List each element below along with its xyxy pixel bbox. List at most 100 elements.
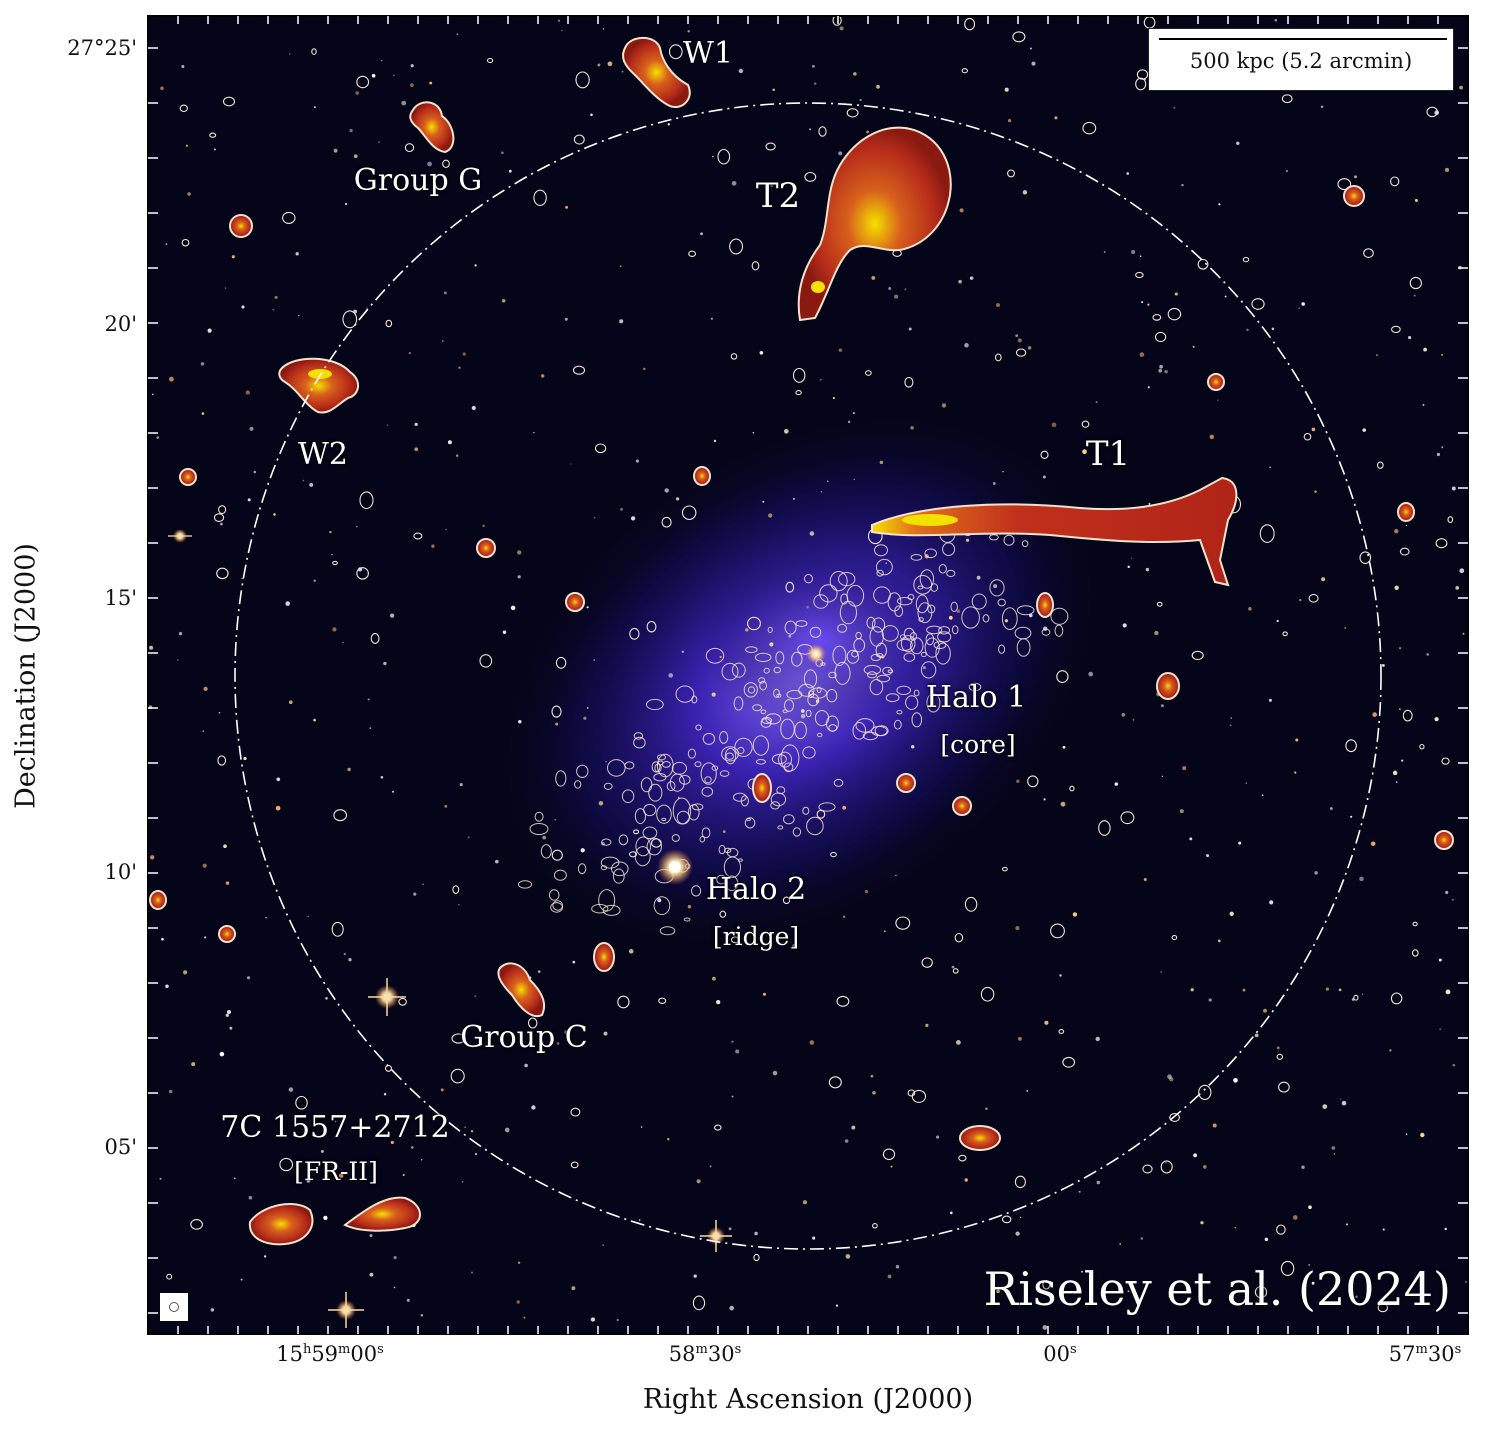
background-galaxy bbox=[1392, 770, 1398, 776]
background-galaxy bbox=[1114, 782, 1119, 786]
contour-ring bbox=[681, 505, 697, 520]
background-galaxy bbox=[169, 376, 174, 382]
contour-ring bbox=[730, 353, 738, 360]
background-galaxy bbox=[716, 999, 721, 1005]
label-halo2-sub: [ridge] bbox=[712, 922, 800, 951]
background-galaxy bbox=[619, 265, 622, 268]
background-galaxy bbox=[844, 1139, 849, 1143]
background-galaxy bbox=[501, 151, 504, 155]
background-galaxy bbox=[700, 232, 704, 236]
background-galaxy bbox=[640, 1126, 643, 1128]
background-galaxy bbox=[1308, 1205, 1312, 1210]
halo-contour bbox=[598, 889, 616, 912]
background-galaxy bbox=[1245, 782, 1247, 784]
halo-contour bbox=[775, 651, 785, 665]
contour-ring bbox=[356, 75, 370, 89]
background-galaxy bbox=[380, 775, 384, 779]
contour-ring bbox=[816, 809, 826, 819]
contour-ring bbox=[1135, 271, 1144, 279]
background-galaxy bbox=[181, 65, 185, 68]
contour-ring bbox=[1050, 923, 1065, 939]
background-galaxy bbox=[447, 440, 452, 445]
contour-ring bbox=[646, 620, 657, 633]
contour-ring bbox=[1156, 601, 1163, 607]
halo-contour bbox=[671, 761, 688, 775]
background-galaxy bbox=[1182, 766, 1187, 771]
x-axis-title: Right Ascension (J2000) bbox=[642, 1384, 974, 1415]
contour-ring bbox=[1282, 631, 1288, 637]
halo-contour bbox=[691, 695, 698, 704]
background-galaxy bbox=[711, 692, 716, 697]
x-tick-label: 00s bbox=[1043, 1342, 1077, 1366]
contour-ring bbox=[1441, 757, 1450, 765]
halo-contour bbox=[548, 889, 560, 901]
t1-tail bbox=[871, 476, 1238, 587]
background-galaxy bbox=[996, 1289, 1000, 1294]
background-galaxy bbox=[1329, 807, 1333, 810]
label-w1: W1 bbox=[683, 36, 733, 71]
contour-ring bbox=[1276, 1224, 1286, 1235]
background-galaxy bbox=[1179, 809, 1184, 814]
background-galaxy bbox=[225, 881, 230, 885]
background-galaxy bbox=[331, 553, 333, 556]
background-galaxy bbox=[593, 517, 596, 519]
background-galaxy bbox=[1130, 557, 1133, 560]
contour-ring bbox=[1120, 811, 1135, 825]
halo-contour bbox=[776, 693, 782, 698]
background-galaxy bbox=[1261, 794, 1264, 796]
background-galaxy bbox=[806, 606, 809, 609]
background-galaxy bbox=[667, 123, 670, 126]
contour-ring bbox=[575, 71, 590, 89]
background-galaxy bbox=[964, 343, 969, 348]
contour-ring bbox=[222, 96, 236, 107]
background-galaxy bbox=[887, 1274, 892, 1279]
halo-contour bbox=[802, 806, 810, 815]
contour-ring bbox=[1001, 1215, 1012, 1224]
background-galaxy bbox=[456, 33, 458, 35]
halo-contour bbox=[621, 789, 635, 804]
contour-ring bbox=[1191, 650, 1204, 661]
background-galaxy bbox=[1081, 1270, 1083, 1273]
background-galaxy bbox=[378, 141, 380, 143]
contour-ring bbox=[527, 1017, 538, 1029]
background-galaxy bbox=[1140, 1237, 1143, 1240]
background-galaxy bbox=[383, 661, 387, 666]
background-galaxy bbox=[471, 405, 476, 411]
background-galaxy bbox=[371, 73, 376, 78]
contour-ring bbox=[658, 997, 667, 1004]
background-galaxy bbox=[1445, 890, 1449, 895]
background-galaxy bbox=[713, 439, 717, 443]
contour-ring bbox=[1426, 106, 1438, 118]
background-galaxy bbox=[393, 1286, 396, 1289]
halo-contour bbox=[624, 761, 635, 770]
contour-ring bbox=[1411, 949, 1419, 957]
background-galaxy bbox=[442, 340, 444, 342]
background-galaxy bbox=[996, 303, 1000, 308]
contour-ring bbox=[964, 17, 976, 31]
halo-contour bbox=[910, 554, 923, 561]
background-galaxy bbox=[1345, 1223, 1349, 1226]
contour-ring bbox=[1012, 31, 1026, 43]
contour-ring bbox=[1280, 1260, 1295, 1276]
background-galaxy bbox=[289, 53, 291, 55]
halo-contour bbox=[773, 688, 780, 698]
background-galaxy bbox=[1381, 663, 1385, 667]
contour-ring bbox=[1376, 461, 1384, 469]
background-galaxy bbox=[1062, 745, 1066, 749]
halo-contour bbox=[869, 679, 884, 696]
background-galaxy bbox=[895, 874, 897, 877]
halo-contour bbox=[924, 637, 940, 658]
background-galaxy bbox=[643, 367, 646, 371]
background-galaxy bbox=[853, 478, 856, 481]
background-galaxy bbox=[427, 161, 432, 167]
background-galaxy bbox=[253, 470, 257, 474]
background-galaxy bbox=[616, 1318, 619, 1322]
background-galaxy bbox=[564, 1030, 568, 1034]
background-galaxy bbox=[161, 937, 164, 941]
background-galaxy bbox=[564, 317, 568, 321]
background-galaxy bbox=[542, 835, 547, 840]
halo-contour bbox=[719, 731, 729, 744]
contour-ring bbox=[1135, 77, 1147, 91]
contour-ring bbox=[1058, 1029, 1065, 1034]
